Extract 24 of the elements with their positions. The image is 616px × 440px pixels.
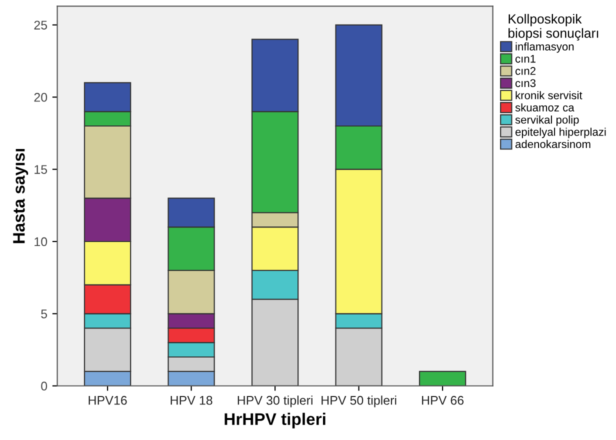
legend-label: cın3 (515, 79, 536, 88)
legend-label: cın2 (515, 67, 536, 75)
x-tick-label: HPV 50 tipleri (322, 396, 396, 408)
y-axis-title: Hasta sayısı (13, 149, 28, 244)
x-tick-label: HPV 66 (422, 396, 464, 405)
legend-label: cın1 (515, 54, 536, 63)
y-tick-label: 0 (41, 382, 48, 391)
x-tick-label: HPV16 (88, 396, 127, 405)
bar (418, 370, 466, 386)
legend-label: adenokarsinom (515, 140, 590, 148)
x-axis-title: HrHPV tipleri (224, 412, 326, 428)
legend-label: inflamasyon (516, 42, 574, 53)
y-tick-label: 25 (34, 20, 48, 30)
legend-label: servikal polip (515, 116, 579, 126)
y-tick-label: 15 (34, 165, 48, 174)
x-tick-label: HPV 30 tipleri (238, 396, 312, 408)
x-tick-label: HPV 18 (170, 396, 212, 405)
legend-title: Kollposkopik biopsi sonuçları (508, 14, 598, 41)
y-tick-label: 20 (34, 92, 48, 102)
y-tick-label: 10 (34, 237, 48, 246)
legend-label: skuamoz ca (515, 103, 574, 112)
y-tick-label: 5 (41, 310, 48, 318)
legend-label: epitelyal hiperplazi (515, 128, 606, 138)
legend-label: kronik servisit (516, 91, 582, 100)
